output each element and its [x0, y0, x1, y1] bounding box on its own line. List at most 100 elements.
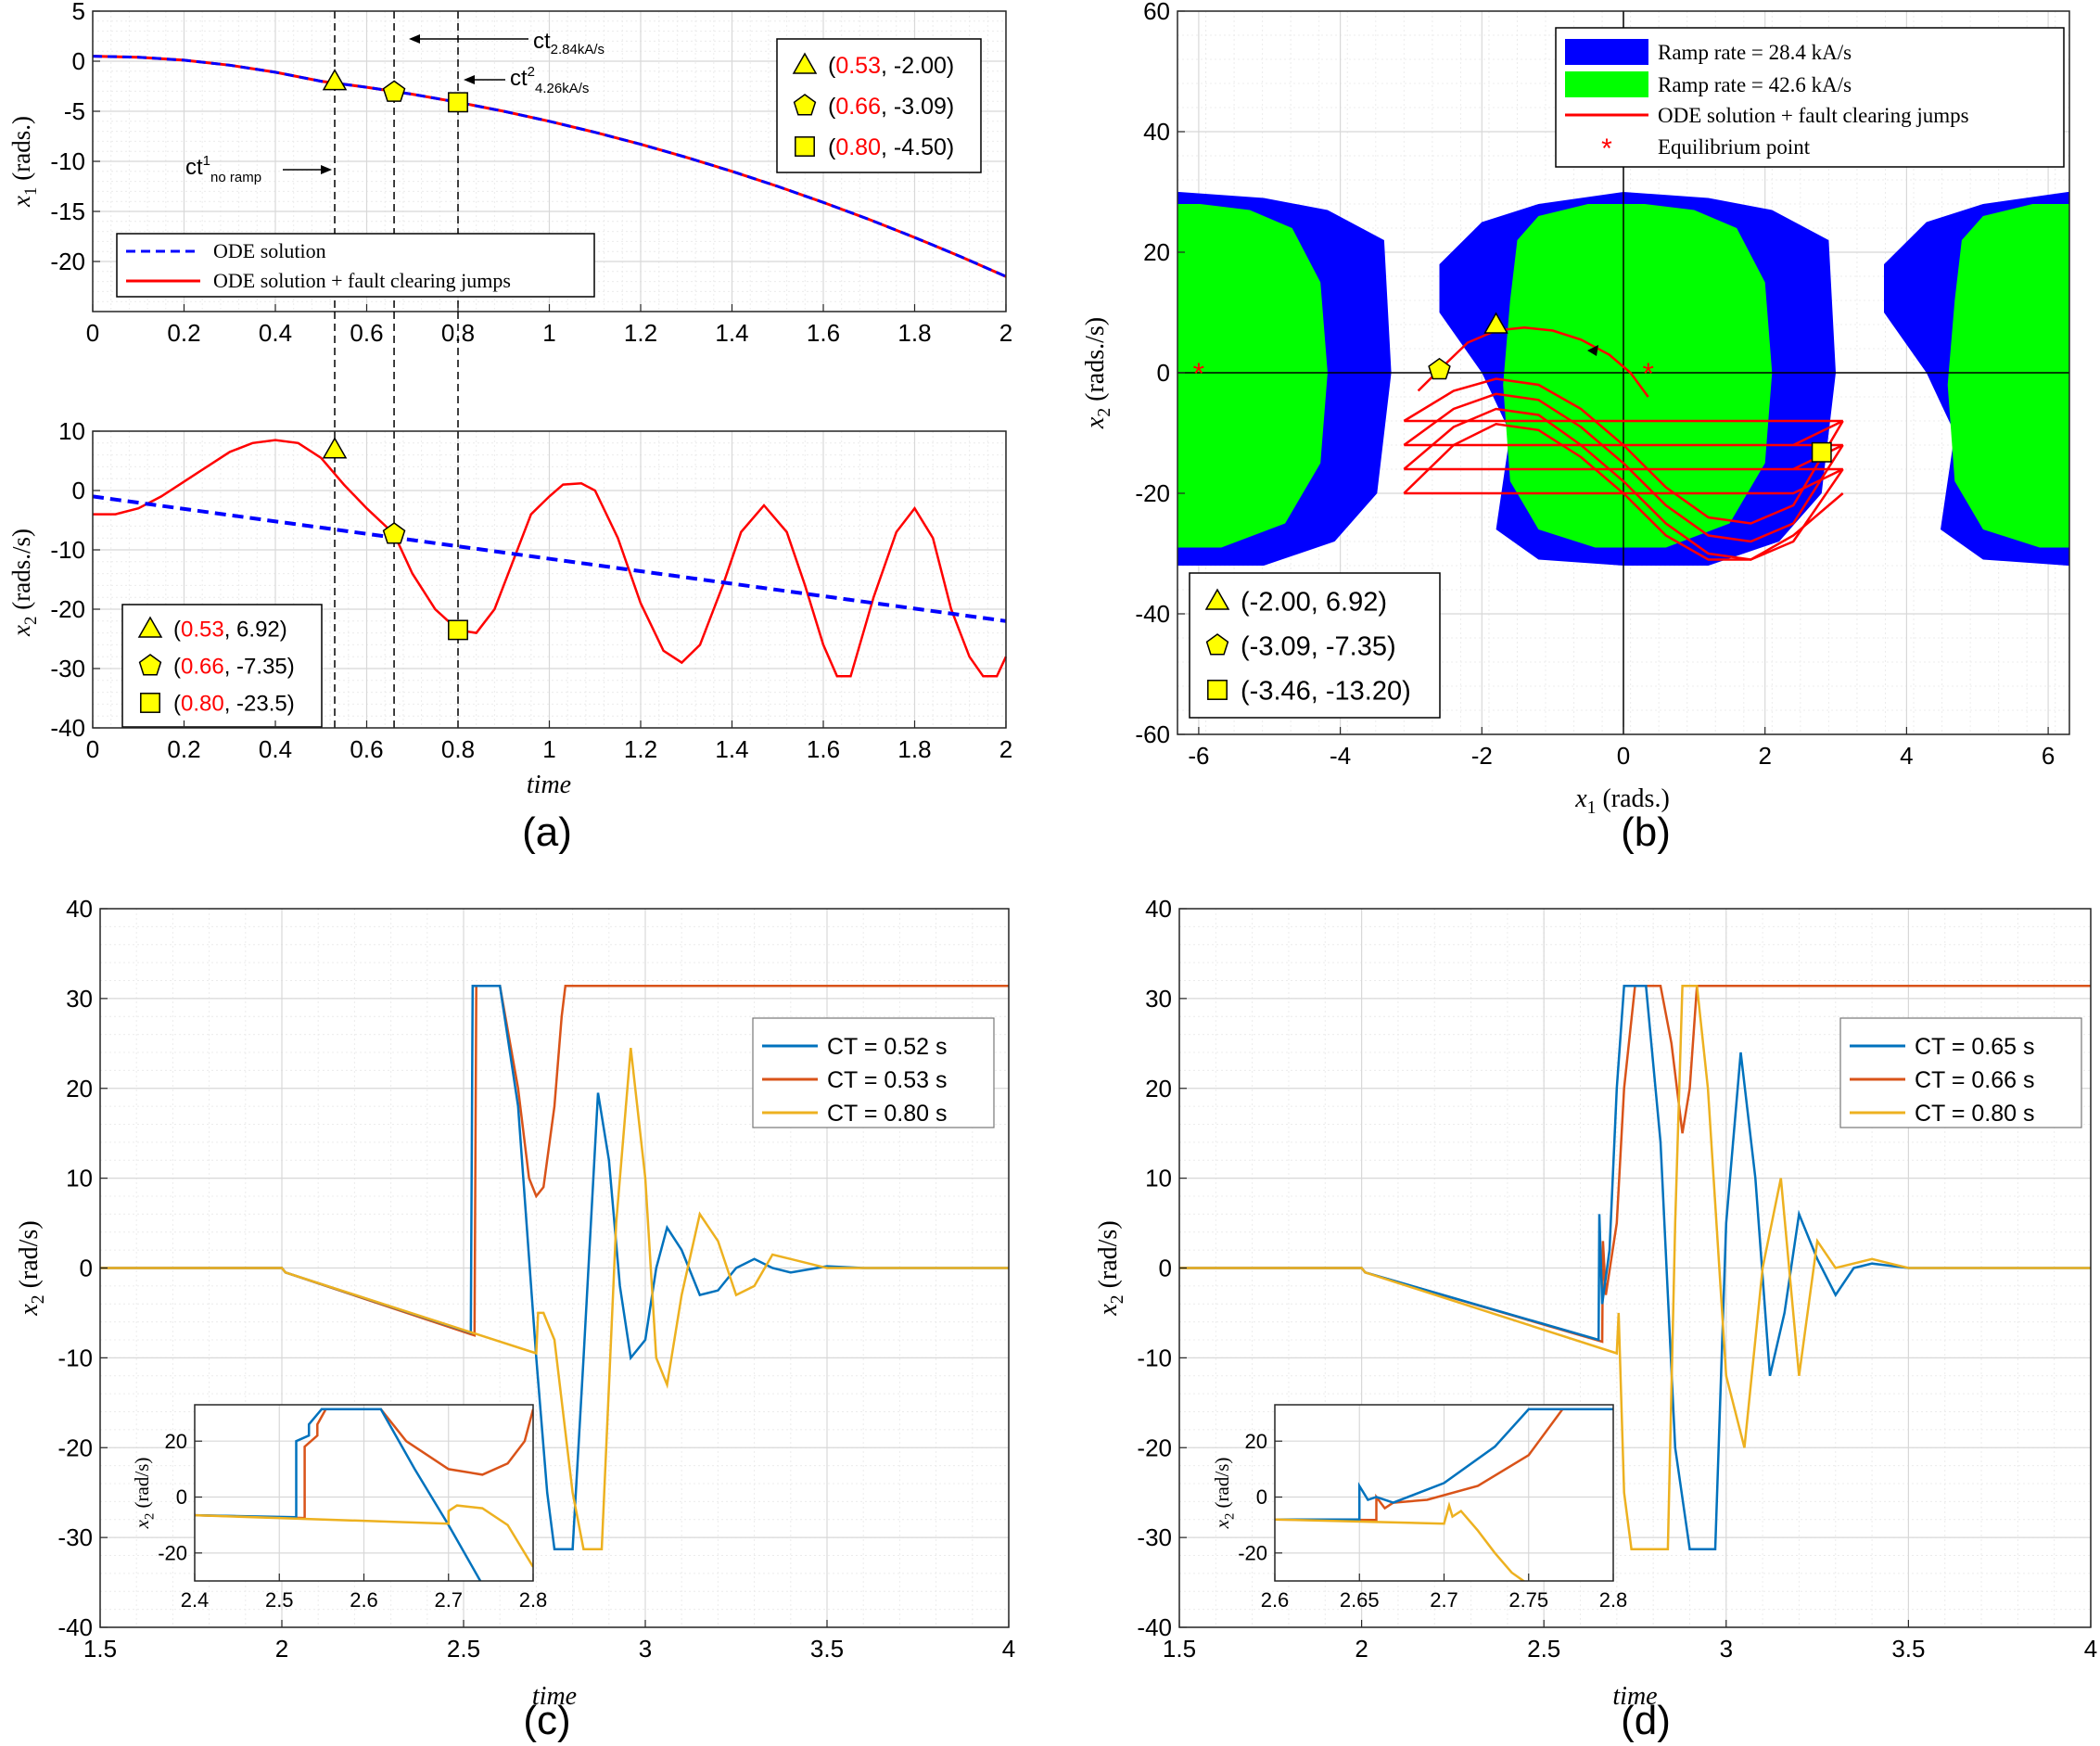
panel-label-b: (b)	[1621, 809, 1671, 855]
d-y-tick-label: 40	[1145, 895, 1172, 923]
d-inset-group	[1275, 1408, 1613, 1581]
a1-y-tick-label: -15	[50, 198, 85, 225]
b-legend-square-marker	[1207, 680, 1228, 700]
d-inset-x-tick-label: 2.8	[1599, 1588, 1628, 1612]
c-x-tick-label: 3.5	[810, 1635, 844, 1663]
a1-annotation-ct-noramp: ct1no ramp	[185, 153, 261, 185]
b-legend-28p4-swatch	[1565, 39, 1648, 65]
a2-x-tick-label: 1.6	[807, 735, 840, 763]
d-inset-series-1	[1275, 1408, 1613, 1521]
c-legend-label-2: CT = 0.53 s	[827, 1067, 947, 1093]
d-inset-y-axis-label: x2 (rad/s)	[1211, 1458, 1237, 1530]
b-y-axis-label: x2 (rads./s)	[1081, 317, 1114, 429]
c-y-tick-label: -30	[57, 1523, 93, 1551]
a1-legend-pentagon-marker	[793, 94, 817, 116]
c-y-tick-label: 30	[66, 985, 93, 1013]
c-legend-label-1: CT = 0.52 s	[827, 1034, 947, 1060]
b-legend-trajectory-label: ODE solution + fault clearing jumps	[1658, 104, 1969, 127]
c-series-3	[100, 1048, 1009, 1550]
c-y-tick-label: -10	[57, 1344, 93, 1371]
d-series-1	[1179, 985, 2091, 1550]
b-region-group	[1177, 192, 2069, 566]
b-legend-pentagon-value: (-3.09, -7.35)	[1241, 631, 1396, 661]
d-x-tick-label: 4	[2084, 1635, 2097, 1663]
panel-label-a: (a)	[522, 809, 572, 855]
a2-x-tick-label: 1.2	[624, 735, 657, 763]
b-x-tick-label: -6	[1188, 742, 1209, 770]
b-square-marker	[1811, 441, 1832, 463]
a2-triangle-marker	[322, 437, 348, 459]
a2-legend-triangle-value: (0.53, 6.92)	[173, 618, 287, 643]
b-legend-equilibrium-swatch: *	[1601, 134, 1612, 164]
c-x-tick-label: 2.5	[447, 1635, 480, 1663]
b-region-42p6	[1503, 204, 1773, 548]
c-x-tick-label: 2	[275, 1635, 288, 1663]
a2-x-tick-label: 2	[999, 735, 1012, 763]
a1-legend-square-value: (0.80, -4.50)	[828, 134, 954, 160]
d-y-tick-label: 10	[1145, 1165, 1172, 1192]
panel-label-c: (c)	[523, 1698, 570, 1743]
a1-square-marker	[448, 92, 468, 113]
d-inset-x-tick-label: 2.6	[1261, 1588, 1290, 1612]
d-y-tick-label: 20	[1145, 1075, 1172, 1102]
c-inset-y-axis-label: x2 (rad/s)	[131, 1458, 157, 1530]
b-equilibrium-point: *	[1642, 357, 1653, 390]
c-x-axis-label: time	[532, 1682, 577, 1711]
a1-legend-pentagon-value: (0.66, -3.09)	[828, 94, 954, 120]
c-inset-x-tick-label: 2.5	[265, 1588, 294, 1612]
d-y-tick-label: -40	[1137, 1613, 1172, 1641]
d-inset-x-tick-label: 2.65	[1340, 1588, 1380, 1612]
b-legend-triangle-marker	[1204, 588, 1230, 610]
c-y-tick-label: -40	[57, 1613, 93, 1641]
d-inset-series-3	[1275, 1501, 1526, 1581]
b-y-tick-label: 60	[1143, 0, 1170, 25]
b-y-tick-label: 40	[1143, 118, 1170, 146]
b-equilibrium-point: *	[1193, 357, 1204, 390]
d-x-tick-label: 3.5	[1891, 1635, 1925, 1663]
a2-y-tick-label: -10	[50, 536, 85, 564]
a2-y-tick-label: -30	[50, 655, 85, 682]
b-direction-arrowhead	[1587, 345, 1598, 356]
a2-series-ode	[92, 494, 1007, 623]
c-y-tick-label: -20	[57, 1434, 93, 1461]
c-series-1	[100, 985, 1009, 1550]
c-inset-series-1	[195, 1408, 482, 1581]
a2-pentagon-marker	[382, 522, 406, 544]
b-pentagon-marker	[1428, 357, 1451, 380]
b-x-tick-label: 0	[1617, 742, 1630, 770]
b-region-42p6	[1947, 204, 2069, 548]
a1-annotation-arrowhead	[321, 165, 332, 174]
d-x-tick-label: 2.5	[1527, 1635, 1560, 1663]
c-inset-x-tick-label: 2.7	[434, 1588, 463, 1612]
d-y-axis-label: x2 (rad/s)	[1094, 1220, 1127, 1316]
d-inset-y-tick-label: -20	[1238, 1542, 1267, 1565]
a2-legend-pentagon-marker	[138, 654, 162, 676]
a1-legend-square-marker	[795, 136, 815, 157]
b-x-tick-label: 2	[1758, 742, 1771, 770]
b-region-42p6	[1177, 204, 1328, 548]
b-legend-equilibrium-label: Equilibrium point	[1658, 135, 1811, 159]
a2-x-axis-label: time	[527, 771, 571, 799]
d-y-tick-label: -30	[1137, 1523, 1172, 1551]
b-y-tick-label: 0	[1157, 359, 1170, 387]
a2-square-marker	[448, 619, 468, 641]
b-triangle-marker	[1483, 312, 1508, 334]
d-series-3	[1179, 985, 2091, 1550]
c-inset-x-tick-label: 2.6	[350, 1588, 378, 1612]
a1-triangle-marker	[322, 69, 348, 91]
d-inset-series-2	[1275, 1408, 1613, 1522]
d-x-tick-label: 3	[1720, 1635, 1733, 1663]
c-legend-label-3: CT = 0.80 s	[827, 1101, 947, 1127]
c-legend	[752, 1017, 995, 1128]
a1-legend-ode-label: ODE solution	[213, 239, 326, 262]
c-x-tick-label: 4	[1002, 1635, 1015, 1663]
d-y-tick-label: -20	[1137, 1434, 1172, 1461]
d-inset-x-tick-label: 2.7	[1430, 1588, 1458, 1612]
a1-annotation-ct-2p84: ct2.84kA/s	[533, 29, 605, 57]
b-legend-triangle-value: (-2.00, 6.92)	[1241, 587, 1387, 617]
b-marker-legend	[1189, 572, 1441, 719]
a1-series-ode	[92, 55, 1007, 278]
d-x-tick-label: 2	[1355, 1635, 1368, 1663]
a1-y-tick-label: 5	[72, 0, 85, 25]
